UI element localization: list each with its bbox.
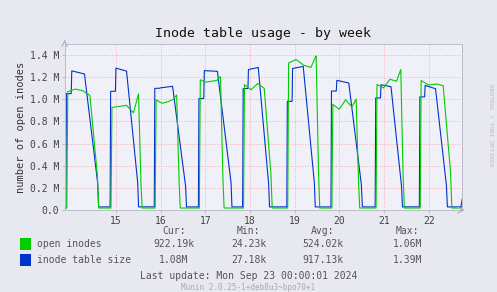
- Text: Cur:: Cur:: [162, 226, 186, 236]
- Text: 1.39M: 1.39M: [393, 255, 422, 265]
- Text: RRDTOOL / TOBI OETIKER: RRDTOOL / TOBI OETIKER: [489, 84, 494, 167]
- Text: Max:: Max:: [396, 226, 419, 236]
- Text: Min:: Min:: [237, 226, 260, 236]
- Y-axis label: number of open inodes: number of open inodes: [15, 61, 25, 193]
- Text: 524.02k: 524.02k: [303, 239, 343, 249]
- Text: open inodes: open inodes: [37, 239, 102, 249]
- Text: 922.19k: 922.19k: [154, 239, 194, 249]
- Text: Munin 2.0.25-1+deb8u3~bpo70+1: Munin 2.0.25-1+deb8u3~bpo70+1: [181, 283, 316, 292]
- Title: Inode table usage - by week: Inode table usage - by week: [156, 27, 371, 40]
- Text: 917.13k: 917.13k: [303, 255, 343, 265]
- Text: Last update: Mon Sep 23 00:00:01 2024: Last update: Mon Sep 23 00:00:01 2024: [140, 271, 357, 281]
- Text: 24.23k: 24.23k: [231, 239, 266, 249]
- Text: 1.06M: 1.06M: [393, 239, 422, 249]
- Text: Avg:: Avg:: [311, 226, 335, 236]
- Text: inode table size: inode table size: [37, 255, 131, 265]
- Text: 1.08M: 1.08M: [159, 255, 189, 265]
- Text: 27.18k: 27.18k: [231, 255, 266, 265]
